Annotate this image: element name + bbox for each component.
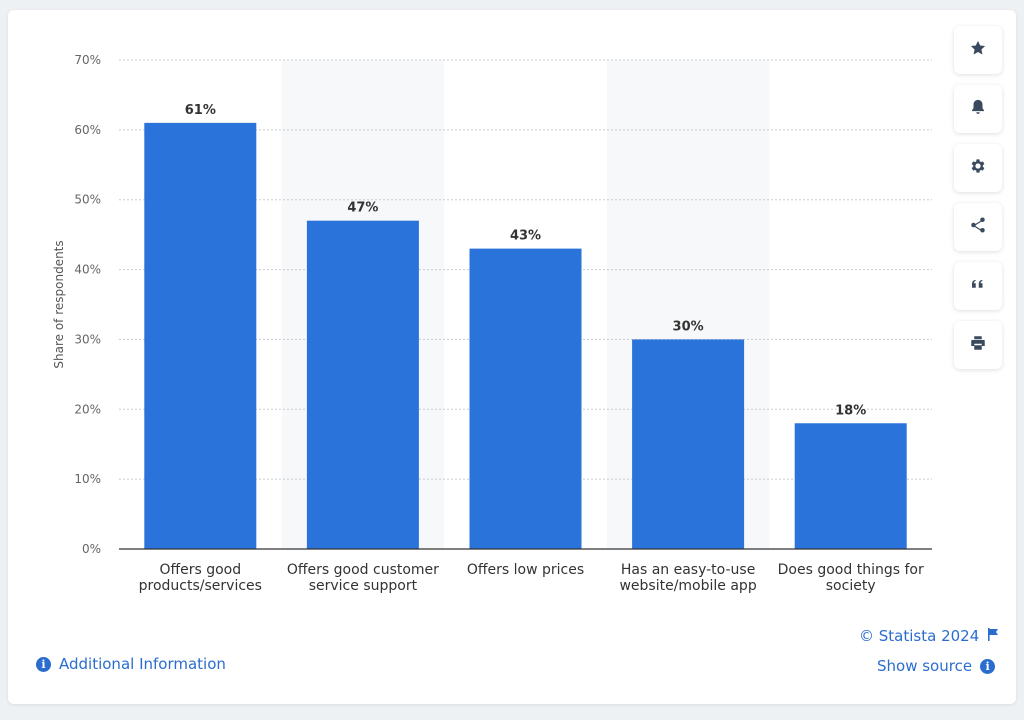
bar <box>632 339 745 549</box>
additional-info-text: Additional Information <box>59 655 226 673</box>
y-tick-label: 0% <box>82 542 101 556</box>
data-label: 18% <box>835 403 866 418</box>
star-icon <box>969 39 987 61</box>
y-tick-label: 20% <box>74 402 101 416</box>
copyright-link[interactable]: © Statista 2024 <box>859 627 999 645</box>
print-button[interactable] <box>954 321 1002 369</box>
y-tick-label: 60% <box>74 123 101 137</box>
print-icon <box>969 334 987 356</box>
copyright-text: © Statista 2024 <box>859 627 980 645</box>
data-label: 47% <box>347 201 378 216</box>
bar <box>306 220 419 549</box>
bar <box>794 423 907 549</box>
y-tick-label: 40% <box>74 263 101 277</box>
y-axis-label: Share of respondents <box>52 240 66 368</box>
flag-icon <box>987 627 999 645</box>
x-tick-label: website/mobile app <box>619 578 756 594</box>
settings-button[interactable] <box>954 144 1002 192</box>
data-label: 43% <box>510 229 541 244</box>
bar <box>469 248 582 549</box>
cite-button[interactable] <box>954 262 1002 310</box>
additional-info-link[interactable]: i Additional Information <box>36 655 226 673</box>
show-source-link[interactable]: Show source i <box>877 657 996 675</box>
x-tick-label: service support <box>309 578 418 594</box>
data-label: 30% <box>673 319 704 334</box>
x-tick-label: Does good things for <box>778 562 924 578</box>
x-tick-label: Has an easy-to-use <box>621 562 755 578</box>
x-tick-label: Offers good <box>159 562 241 578</box>
info-icon: i <box>36 656 51 672</box>
x-tick-label: Offers good customer <box>287 562 439 578</box>
show-source-text: Show source <box>877 657 973 675</box>
bell-icon <box>969 98 987 120</box>
data-label: 61% <box>185 103 216 118</box>
share-button[interactable] <box>954 203 1002 251</box>
y-tick-label: 70% <box>74 53 101 67</box>
x-tick-label: Offers low prices <box>467 562 584 578</box>
favorite-button[interactable] <box>954 26 1002 74</box>
quote-icon <box>969 275 987 297</box>
y-tick-label: 10% <box>74 472 101 486</box>
share-icon <box>969 216 987 238</box>
gear-icon <box>969 157 987 179</box>
x-tick-label: society <box>826 578 876 594</box>
x-tick-label: products/services <box>139 578 262 594</box>
y-tick-label: 30% <box>74 332 101 346</box>
bar <box>144 122 257 549</box>
info-icon: i <box>980 658 996 674</box>
notification-button[interactable] <box>954 85 1002 133</box>
y-tick-label: 50% <box>74 193 101 207</box>
